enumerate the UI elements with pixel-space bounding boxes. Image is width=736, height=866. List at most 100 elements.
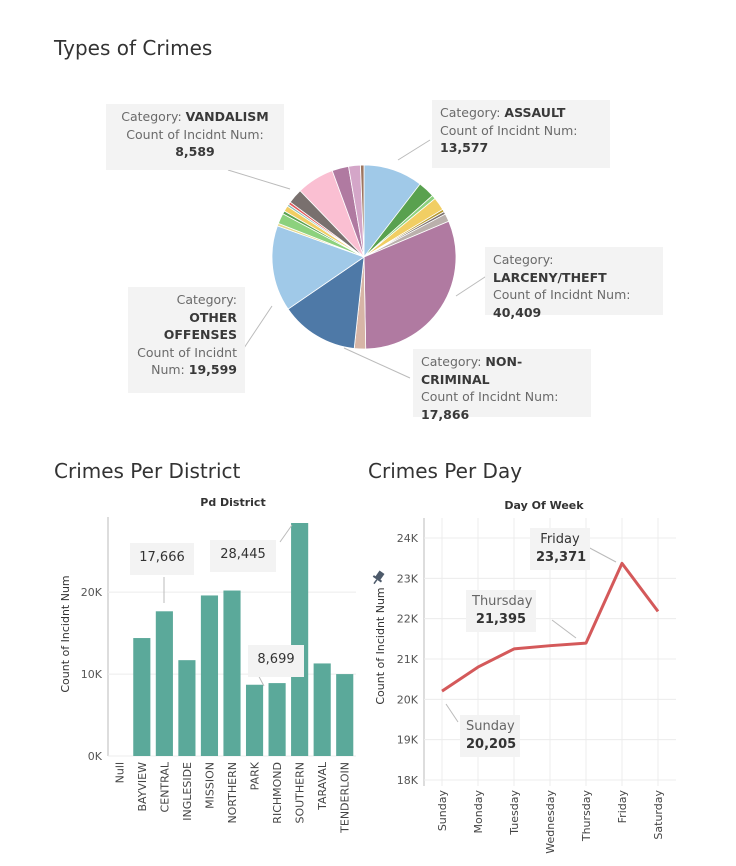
other-category-line1: OTHER: [189, 309, 237, 325]
leader-noncriminal: [343, 347, 411, 379]
thursday-value: 21,395: [475, 612, 527, 627]
line-chart: Day Of Week 18K 19K 20K 21K 22K 23K 24K Count …: [370, 499, 676, 854]
bar-tenderloin[interactable]: [336, 674, 354, 756]
sunday-value: 20,205: [466, 737, 517, 752]
line-label-friday: Friday 23,371: [530, 528, 590, 570]
bar-xtick-label: TARAVAL: [316, 761, 329, 811]
leader-southern: [279, 524, 293, 543]
bar-ytick-label: 10K: [81, 668, 103, 681]
line-ytick-label: 23K: [397, 572, 419, 585]
leader-vandalism: [227, 169, 291, 190]
leader-assault: [397, 139, 431, 161]
line-series: [441, 561, 660, 693]
line-xtick-label: Friday: [616, 790, 629, 824]
line-ytick-label: 20K: [397, 693, 419, 706]
noncriminal-category-label: Category:: [421, 354, 482, 369]
bar-label-southern: 28,445: [210, 540, 276, 572]
other-count-label-1: Count of Incidnt: [137, 344, 237, 360]
bar-chart-title: Crimes Per District: [54, 459, 241, 483]
bar-chart: Pd District 0K 10K 20K Count of Incidnt Nu…: [59, 496, 356, 834]
assault-value: 13,577: [440, 140, 489, 155]
callout-assault: Category: ASSAULT Count of Incidnt Num: …: [432, 100, 610, 168]
friday-day: Friday: [540, 532, 580, 547]
line-chart-header: Day Of Week: [504, 499, 584, 512]
noncriminal-count-label: Count of Incidnt Num:: [421, 389, 559, 404]
line-xtick-label: Thursday: [580, 790, 593, 843]
bar-xtick-label: NORTHERN: [226, 762, 239, 824]
assault-category: ASSAULT: [504, 105, 566, 120]
bar-xtick-label: SOUTHERN: [294, 762, 307, 824]
line-xtick-label: Tuesday: [508, 790, 521, 836]
larceny-count-label: Count of Incidnt Num:: [493, 287, 631, 302]
callout-other-offenses: Category: OTHER OFFENSES Count of Incidn…: [128, 287, 245, 393]
bar-xtick-label: PARK: [249, 761, 262, 790]
other-value: 19,599: [188, 362, 237, 377]
bar-bayview[interactable]: [133, 638, 151, 756]
pie-chart: [227, 139, 489, 379]
larceny-category-label: Category:: [493, 252, 554, 267]
callout-noncriminal: Category: NON-CRIMINAL Count of Incidnt …: [413, 349, 591, 422]
line-ytick-label: 22K: [397, 613, 419, 626]
line-ytick-label: 19K: [397, 734, 419, 747]
vandalism-category-label: Category:: [121, 109, 182, 124]
callout-larceny: Category: LARCENY/THEFT Count of Incidnt…: [485, 247, 663, 320]
bar-xtick-label: TENDERLOIN: [339, 762, 352, 834]
other-category-line2: OFFENSES: [163, 327, 237, 342]
line-ytick-label: 24K: [397, 532, 419, 545]
friday-value: 23,371: [536, 550, 587, 565]
bar-central[interactable]: [155, 611, 173, 756]
bar-ytick-label: 0K: [88, 750, 103, 763]
pie-slice-other-offenses[interactable]: [271, 225, 365, 310]
bar-park[interactable]: [245, 684, 264, 756]
leader-friday: [585, 545, 617, 563]
bar-label-central: 17,666: [130, 543, 194, 575]
leader-thursday: [551, 619, 577, 639]
bar-xtick-label: BAYVIEW: [136, 762, 149, 812]
line-xtick-label: Sunday: [436, 790, 449, 832]
pie-slice-21[interactable]: [360, 164, 365, 258]
leader-sunday: [445, 703, 459, 723]
line-y-axis-label: Count of Incidnt Num: [374, 587, 387, 704]
bar-xtick-label: CENTRAL: [158, 761, 171, 812]
larceny-value: 40,409: [493, 304, 542, 320]
leader-larceny: [455, 274, 489, 297]
sunday-day: Sunday: [466, 719, 515, 734]
vandalism-value: 8,589: [175, 144, 215, 159]
bar-y-axis-label: Count of Incidnt Num: [59, 575, 72, 692]
bar-ytick-label: 20K: [81, 586, 103, 599]
line-ytick-label: 21K: [397, 653, 419, 666]
bar-xtick-label: RICHMOND: [271, 762, 284, 824]
line-label-thursday: Thursday 21,395: [466, 590, 536, 632]
other-category-label: Category:: [176, 292, 237, 307]
pie-chart-title: Types of Crimes: [54, 36, 213, 60]
larceny-category: LARCENY/THEFT: [493, 269, 607, 285]
line-xtick-label: Monday: [472, 790, 485, 834]
leader-other: [243, 305, 273, 349]
bar-xtick-label: Null: [113, 762, 126, 783]
vandalism-category: VANDALISM: [185, 109, 269, 124]
bar-richmond[interactable]: [268, 683, 286, 756]
bar-xtick-label: INGLESIDE: [181, 762, 194, 821]
vandalism-count-label: Count of Incidnt Num:: [126, 126, 264, 142]
callout-vandalism: Category: VANDALISM Count of Incidnt Num…: [106, 104, 284, 170]
line-ytick-label: 18K: [397, 774, 419, 787]
line-label-sunday: Sunday 20,205: [460, 715, 520, 757]
other-count-label-2: Num:: [151, 362, 185, 377]
line-chart-title: Crimes Per Day: [368, 459, 523, 483]
line-xtick-label: Wednesday: [544, 790, 557, 854]
pie-slice-non-criminal[interactable]: [287, 256, 365, 349]
thursday-day: Thursday: [472, 594, 533, 609]
assault-category-label: Category:: [440, 105, 501, 120]
bar-southern[interactable]: [291, 523, 309, 756]
line-xtick-label: Saturday: [652, 790, 665, 840]
noncriminal-category: NON-CRIMINAL: [421, 354, 523, 387]
noncriminal-value: 17,866: [421, 406, 470, 422]
assault-count-label: Count of Incidnt Num:: [440, 122, 578, 138]
bar-ingleside[interactable]: [178, 660, 196, 756]
bar-taraval[interactable]: [313, 663, 331, 756]
bar-mission[interactable]: [200, 595, 219, 756]
bar-label-park: 8,699: [248, 645, 304, 677]
pin-icon[interactable]: [370, 569, 386, 586]
pie-slice-larceny-theft[interactable]: [363, 220, 457, 350]
bar-northern[interactable]: [223, 590, 241, 756]
